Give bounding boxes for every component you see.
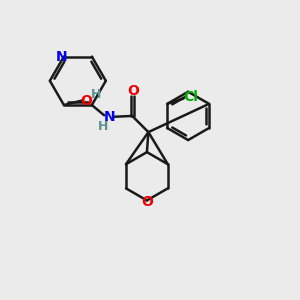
- Text: N: N: [104, 110, 115, 124]
- Text: O: O: [81, 94, 92, 108]
- Text: H: H: [91, 88, 101, 100]
- Text: N: N: [56, 50, 67, 64]
- Text: O: O: [141, 195, 153, 209]
- Text: Cl: Cl: [183, 90, 198, 104]
- Text: O: O: [127, 84, 139, 98]
- Text: H: H: [98, 120, 108, 133]
